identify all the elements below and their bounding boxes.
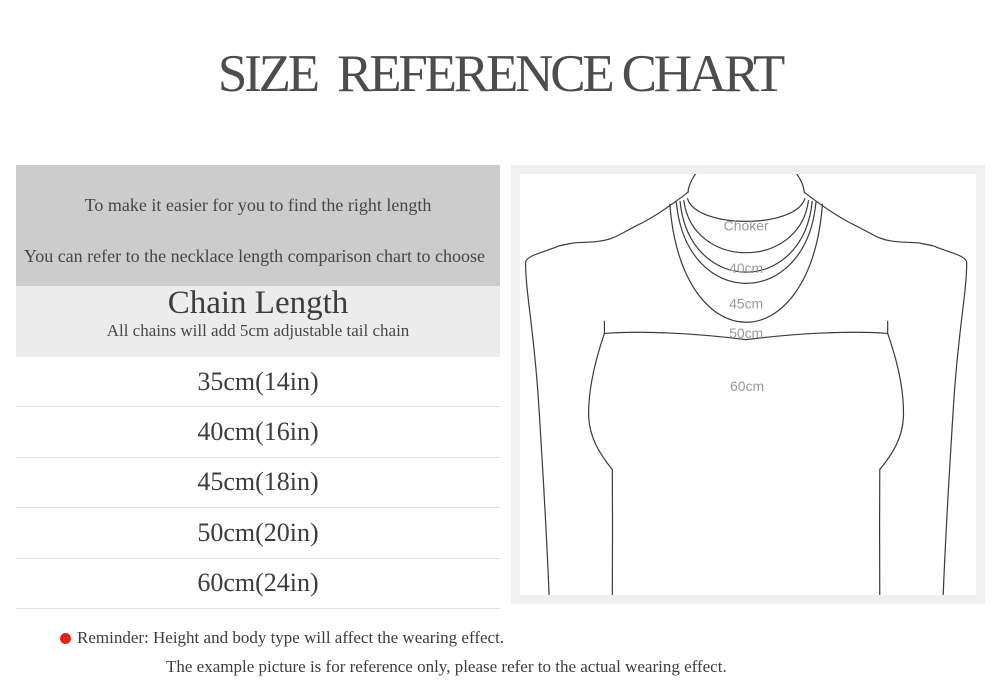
svg-text:60cm: 60cm (730, 378, 764, 394)
svg-text:Choker: Choker (724, 218, 769, 234)
svg-text:40cm: 40cm (729, 260, 763, 276)
svg-text:45cm: 45cm (729, 296, 763, 312)
svg-text:50cm: 50cm (729, 325, 763, 341)
